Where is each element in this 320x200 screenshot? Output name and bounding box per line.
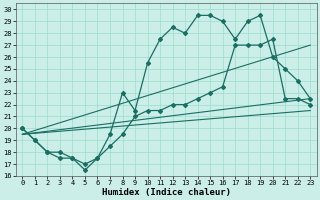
X-axis label: Humidex (Indice chaleur): Humidex (Indice chaleur) bbox=[102, 188, 231, 197]
